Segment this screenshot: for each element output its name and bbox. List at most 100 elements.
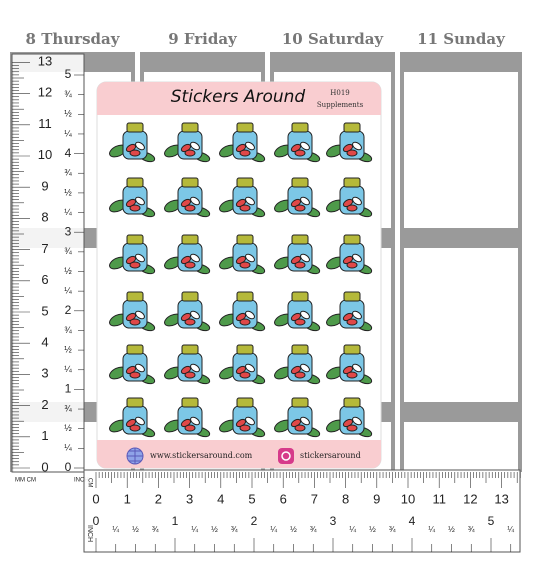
pill bbox=[346, 204, 358, 212]
jar-lid bbox=[291, 177, 309, 188]
inch-label: 4 bbox=[409, 514, 416, 528]
pill bbox=[245, 363, 255, 373]
cm-label: 10 bbox=[401, 491, 415, 506]
sheet-code: H019 bbox=[330, 89, 349, 97]
jar-lid bbox=[236, 397, 254, 408]
sheet-header bbox=[97, 82, 381, 115]
jar-sticker bbox=[164, 291, 211, 332]
cm-label: 3 bbox=[186, 491, 193, 506]
sheet-name: Supplements bbox=[317, 101, 364, 109]
cm-label: 13 bbox=[494, 491, 508, 506]
jar-sticker bbox=[164, 234, 211, 275]
jar-lid bbox=[343, 344, 361, 355]
jar-lid bbox=[236, 234, 254, 245]
jar-lid bbox=[181, 234, 199, 245]
inch-label: 4 bbox=[65, 146, 72, 160]
jar-sticker bbox=[219, 234, 266, 275]
pill bbox=[346, 371, 358, 379]
ruler-body bbox=[11, 53, 85, 473]
sticker-grid bbox=[109, 122, 373, 438]
jar-lid bbox=[343, 291, 361, 302]
pill bbox=[239, 261, 251, 269]
website: www.stickersaround.com bbox=[150, 451, 253, 460]
unit-label: MM CM bbox=[15, 478, 36, 484]
cm-label: 1 bbox=[124, 491, 131, 506]
day-header: 10 Saturday bbox=[282, 30, 385, 48]
cm-label: 6 bbox=[280, 491, 287, 506]
pill bbox=[346, 424, 358, 432]
cm-label: 9 bbox=[373, 491, 380, 506]
jar-lid bbox=[343, 122, 361, 133]
jar-sticker bbox=[274, 291, 321, 332]
day-box bbox=[404, 422, 518, 472]
cm-label: 2 bbox=[155, 491, 162, 506]
jar-sticker bbox=[219, 177, 266, 218]
pill bbox=[135, 141, 145, 151]
jar-sticker bbox=[164, 122, 211, 163]
instagram-handle: stickersaround bbox=[300, 451, 361, 460]
jar-sticker bbox=[274, 122, 321, 163]
jar-sticker bbox=[164, 397, 211, 438]
pill bbox=[129, 424, 141, 432]
unit-label: CM bbox=[86, 478, 92, 487]
cm-label: 7 bbox=[41, 241, 48, 256]
cm-label: 12 bbox=[463, 491, 477, 506]
inch-label: 2 bbox=[65, 303, 72, 317]
jar-sticker bbox=[274, 234, 321, 275]
sticker-sheet: Stickers Around H019 Supplements www.sti… bbox=[96, 81, 382, 469]
cm-label: 3 bbox=[41, 366, 48, 381]
jar-lid bbox=[343, 397, 361, 408]
pill bbox=[300, 363, 310, 373]
pill bbox=[300, 196, 310, 206]
pill bbox=[190, 416, 200, 426]
pill bbox=[184, 424, 196, 432]
jar-sticker bbox=[326, 234, 373, 275]
jar-lid bbox=[236, 122, 254, 133]
jar-sticker bbox=[326, 397, 373, 438]
inch-label: 3 bbox=[65, 224, 72, 238]
pill bbox=[300, 310, 310, 320]
inch-label: ¼ bbox=[428, 525, 435, 534]
pill bbox=[245, 196, 255, 206]
pill bbox=[346, 261, 358, 269]
jar-sticker bbox=[164, 177, 211, 218]
inch-label: ¼ bbox=[64, 207, 72, 217]
day-box bbox=[404, 72, 518, 228]
inch-label: ¼ bbox=[64, 364, 72, 374]
pill bbox=[239, 424, 251, 432]
cm-label: 4 bbox=[217, 491, 224, 506]
inch-label: ¾ bbox=[468, 525, 475, 534]
jar-lid bbox=[181, 122, 199, 133]
jar-sticker bbox=[274, 397, 321, 438]
pill bbox=[129, 371, 141, 379]
inch-label: ¾ bbox=[152, 525, 159, 534]
pill bbox=[239, 149, 251, 157]
day-header: 8 Thursday bbox=[26, 30, 121, 48]
jar-sticker bbox=[326, 177, 373, 218]
sheet-footer bbox=[97, 440, 381, 468]
jar-lid bbox=[181, 344, 199, 355]
jar-lid bbox=[291, 234, 309, 245]
inch-label: ¼ bbox=[270, 525, 277, 534]
jar-lid bbox=[343, 177, 361, 188]
jar-sticker bbox=[274, 344, 321, 385]
sheet-title: Stickers Around bbox=[171, 87, 306, 107]
pill bbox=[129, 318, 141, 326]
jar-sticker bbox=[274, 177, 321, 218]
inch-label: ¾ bbox=[64, 246, 72, 256]
cm-label: 11 bbox=[432, 491, 446, 506]
pill bbox=[135, 363, 145, 373]
pill bbox=[245, 310, 255, 320]
inch-label: 1 bbox=[65, 382, 72, 396]
pill bbox=[190, 196, 200, 206]
jar-sticker bbox=[326, 122, 373, 163]
pill bbox=[190, 141, 200, 151]
pill bbox=[129, 204, 141, 212]
pill bbox=[129, 261, 141, 269]
cm-label: 5 bbox=[41, 303, 48, 318]
instagram-icon bbox=[278, 448, 294, 464]
cm-label: 10 bbox=[38, 147, 52, 162]
pill bbox=[352, 310, 362, 320]
jar-lid bbox=[126, 122, 144, 133]
jar-lid bbox=[181, 177, 199, 188]
